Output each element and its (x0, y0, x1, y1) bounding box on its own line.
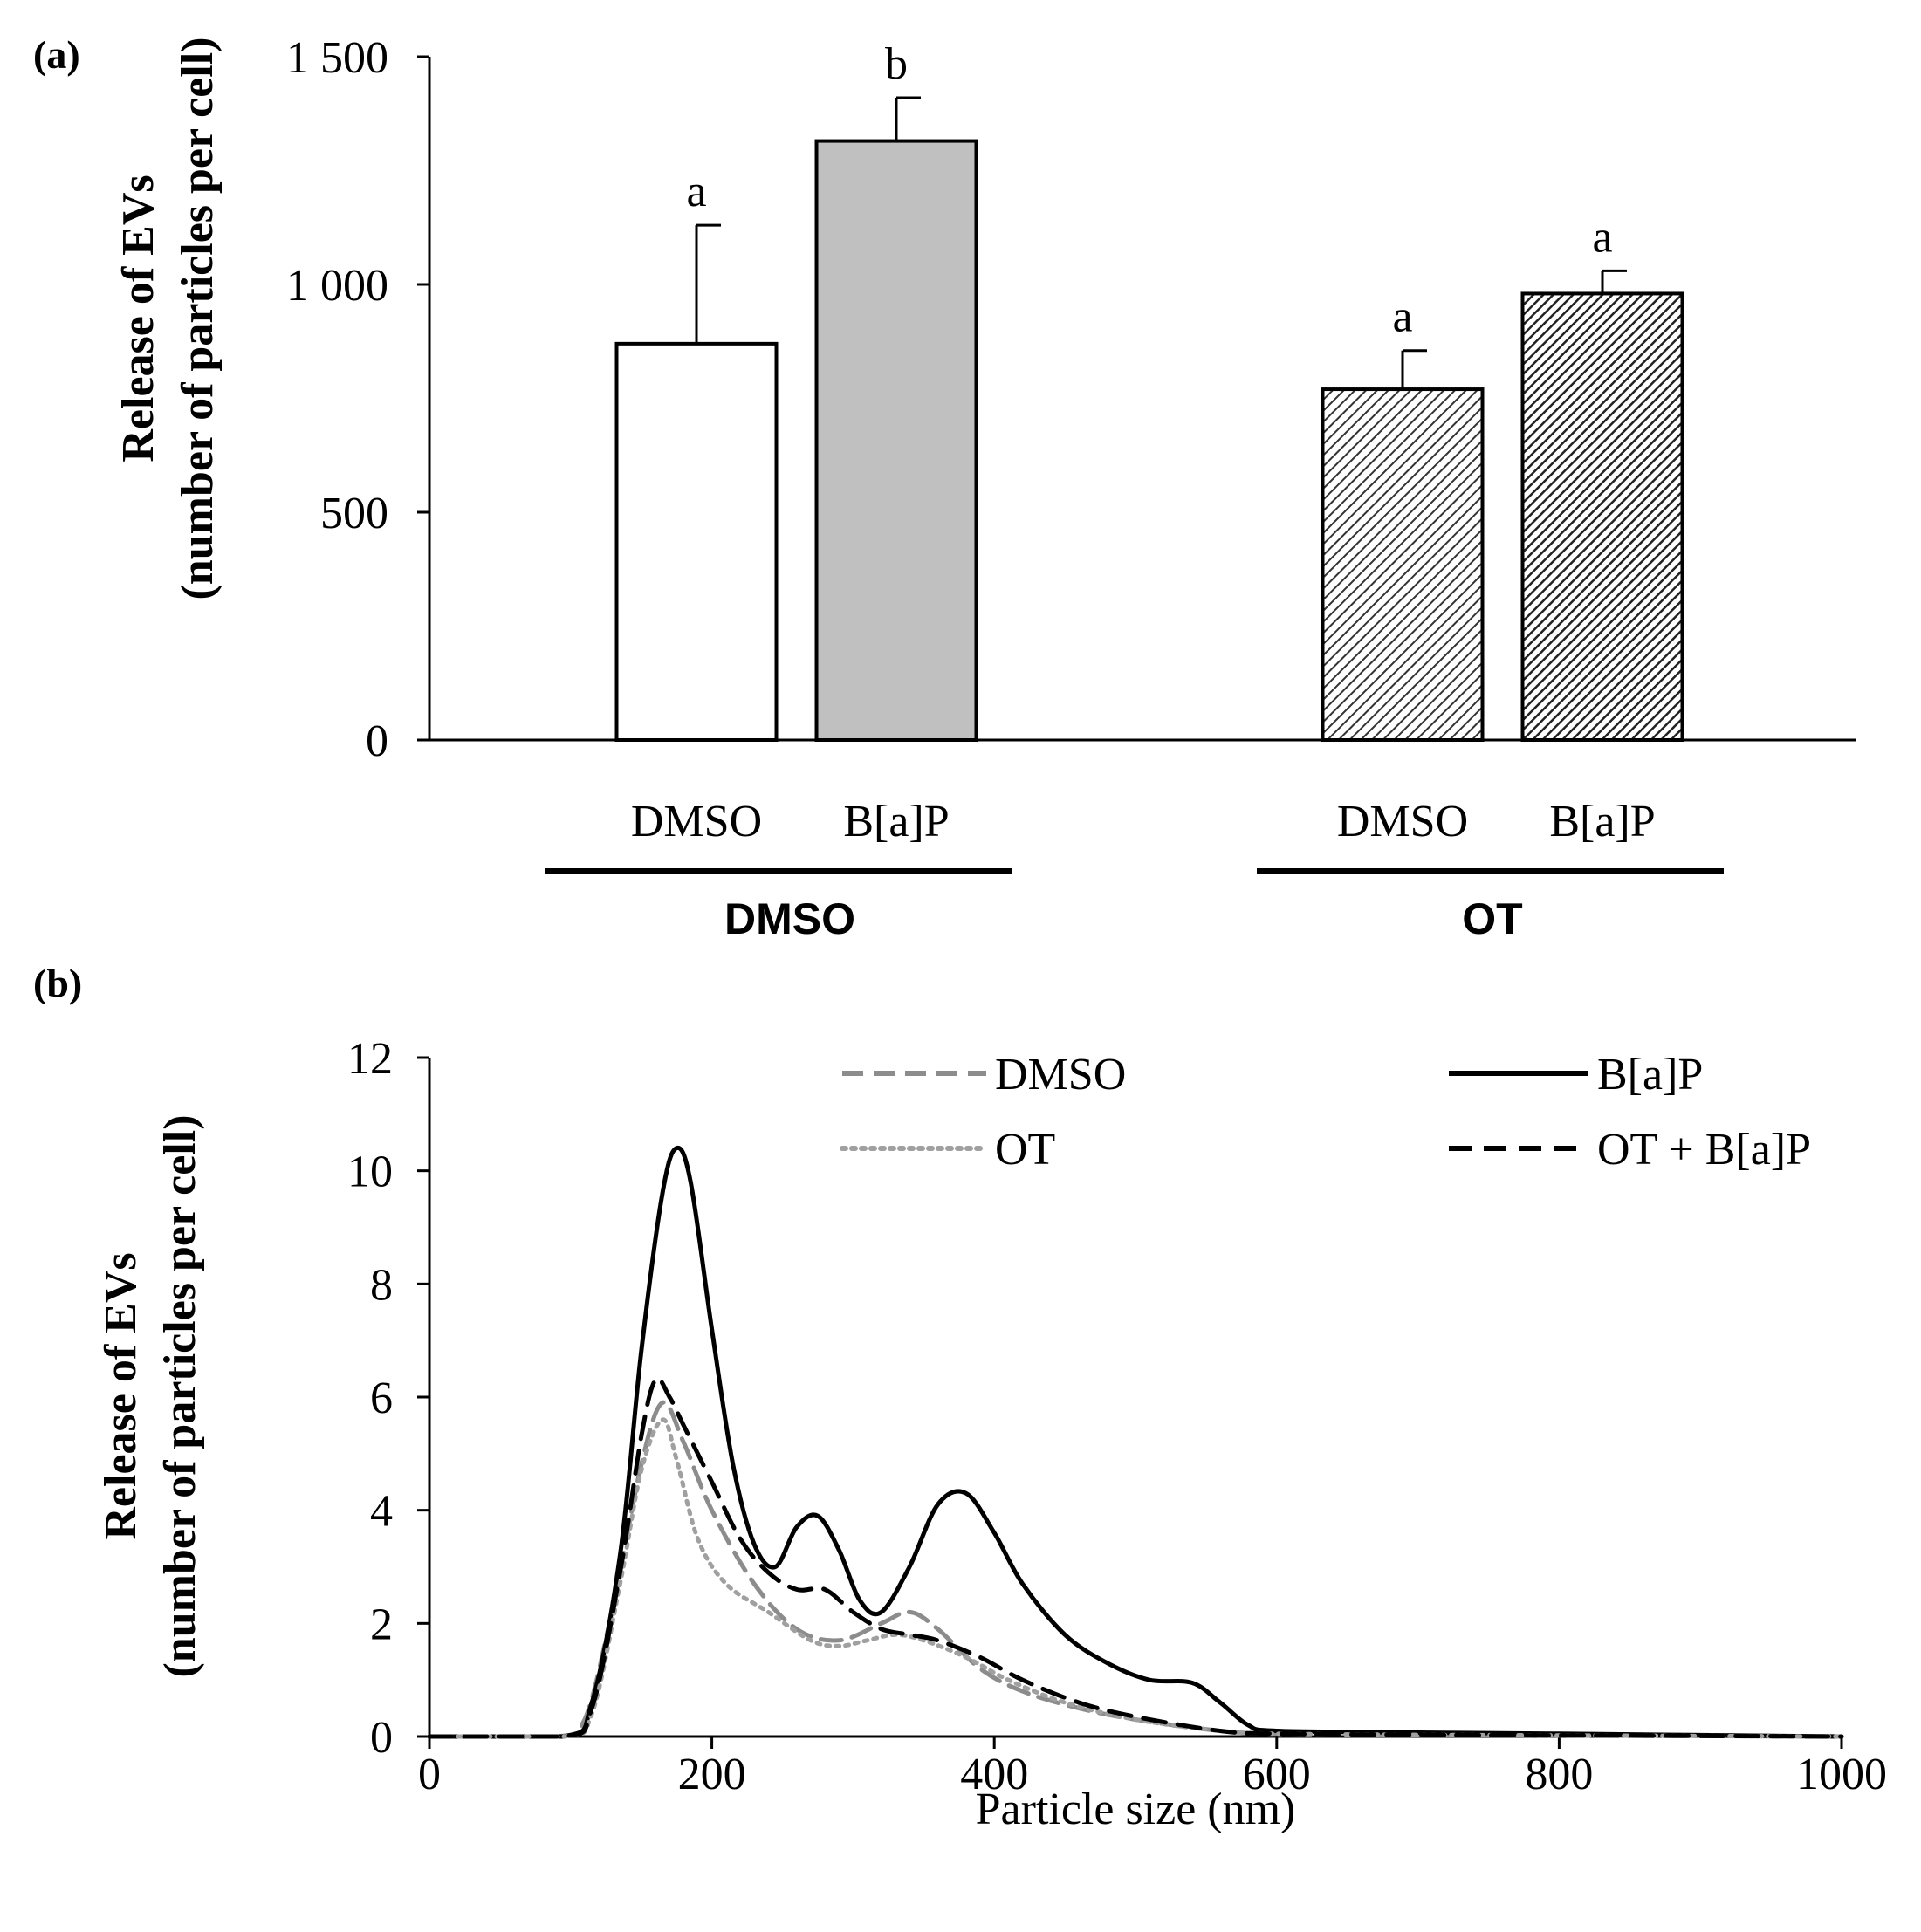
bar-xlabel-dmso-dmso: DMSO (631, 797, 762, 846)
bar-ylabel-line1: Release of EVs (113, 175, 163, 462)
series-line-b-a-p (427, 1145, 1844, 1739)
line-x-ticks: 0 200 400 600 800 1000 (418, 1737, 1887, 1799)
line-legend: DMSO OT B[a]P OT + B[a]P (840, 1050, 1811, 1175)
sig-letter-dmso-dmso: a (686, 167, 706, 216)
series-line-ot (427, 1417, 1844, 1739)
line-ytick-label-6: 6 (370, 1374, 393, 1423)
group-label-dmso: DMSO (724, 894, 855, 943)
legend-item-bap: B[a]P (1449, 1050, 1703, 1100)
line-xtick-label-800: 800 (1525, 1750, 1593, 1799)
bar-y-ticks: 0 500 1 000 1 500 (286, 33, 429, 766)
bar-ytick-label-500: 500 (320, 489, 388, 538)
panel-a-label: (a) (33, 32, 80, 77)
legend-label-ot-bap: OT + B[a]P (1597, 1125, 1811, 1175)
legend-label-dmso: DMSO (995, 1050, 1126, 1100)
bar-dmso-b-a-p (814, 139, 978, 742)
line-ytick-label-10: 10 (347, 1148, 393, 1197)
line-ytick-label-8: 8 (370, 1260, 393, 1310)
bar-xlabel-ot-bap: B[a]P (1549, 797, 1655, 846)
bar-ytick-label-1500: 1 500 (286, 33, 388, 83)
bar-ylabel-line2: (number of particles per cell) (173, 37, 223, 599)
line-chart-ylabel: Release of EVs (number of particles per … (96, 1114, 205, 1677)
legend-item-dmso: DMSO (842, 1050, 1126, 1100)
legend-item-ot: OT (840, 1125, 1055, 1175)
series-line-dmso (427, 1400, 1844, 1739)
line-xtick-label-200: 200 (678, 1750, 746, 1799)
line-xtick-label-600: 600 (1243, 1750, 1311, 1799)
sig-letter-ot-dmso: a (1392, 292, 1412, 342)
line-xtick-label-400: 400 (960, 1750, 1028, 1799)
legend-label-ot: OT (995, 1125, 1055, 1175)
bars: a b a a (614, 39, 1684, 742)
bar-chart-ylabel: Release of EVs (number of particles per … (113, 37, 223, 599)
legend-item-ot-bap: OT + B[a]P (1449, 1125, 1811, 1175)
bar-x-categories: DMSO B[a]P DMSO B[a]P (631, 797, 1656, 846)
line-ylabel-line1: Release of EVs (96, 1252, 146, 1539)
line-y-ticks: 0 2 4 6 8 10 12 (347, 1034, 429, 1763)
panel-b-label: (b) (33, 961, 82, 1005)
sig-letter-dmso-b-a-p: b (885, 39, 908, 89)
bar-ytick-label-1000: 1 000 (286, 261, 388, 311)
line-chart-panel: (b) Release of EVs (number of particles … (33, 961, 1887, 1834)
group-label-ot: OT (1462, 894, 1522, 943)
bar-ot-b-a-p (1520, 291, 1684, 742)
line-xlabel: Particle size (nm) (976, 1785, 1296, 1834)
bar-ytick-label-0: 0 (366, 716, 388, 766)
line-ytick-label-4: 4 (370, 1487, 393, 1537)
line-ytick-label-2: 2 (370, 1600, 393, 1649)
bar-ot-dmso (1321, 387, 1485, 742)
bar-chart-panel: (a) Release of EVs (number of particles … (33, 32, 1856, 943)
bar-dmso-dmso (614, 341, 779, 742)
line-xtick-label-1000: 1000 (1796, 1750, 1887, 1799)
bar-group-labels: DMSO OT (545, 868, 1724, 943)
series-line-ot-b-a-p (427, 1376, 1844, 1739)
line-xtick-label-0: 0 (418, 1750, 441, 1799)
bar-xlabel-dmso-bap: B[a]P (843, 797, 949, 846)
line-ylabel-line2: (number of particles per cell) (155, 1114, 205, 1677)
sig-letter-ot-b-a-p: a (1592, 212, 1612, 262)
line-series (427, 1145, 1844, 1739)
line-ytick-label-12: 12 (347, 1034, 393, 1084)
legend-label-bap: B[a]P (1597, 1050, 1703, 1100)
bar-xlabel-ot-dmso: DMSO (1337, 797, 1468, 846)
line-ytick-label-0: 0 (370, 1713, 393, 1763)
